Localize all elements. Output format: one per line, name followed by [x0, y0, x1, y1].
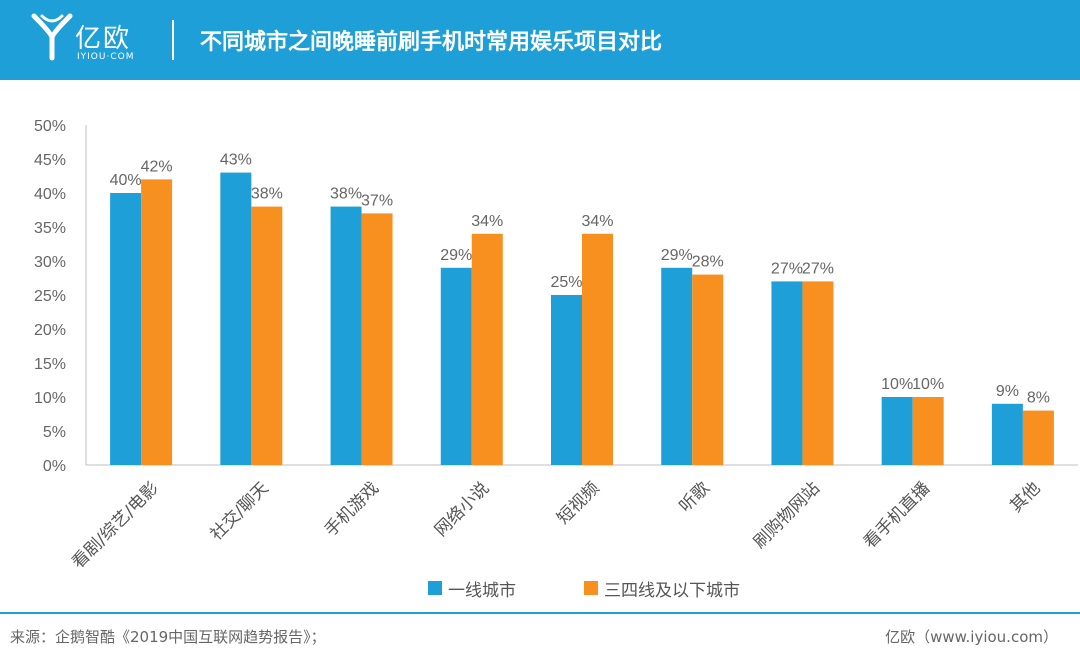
logo-domain: IYIOU·COM: [77, 52, 135, 62]
data-label: 40%: [110, 172, 142, 189]
bar-series-1: [661, 267, 693, 465]
data-label: 27%: [771, 260, 803, 277]
data-label: 28%: [692, 254, 724, 271]
data-label: 8%: [1027, 390, 1050, 407]
data-label: 29%: [440, 247, 472, 264]
bar-series-2: [912, 397, 944, 465]
x-tick-label: 看剧/综艺/电影: [68, 478, 162, 570]
y-tick-label: 15%: [34, 356, 66, 373]
x-tick-label: 手机游戏: [321, 478, 383, 540]
y-tick-label: 10%: [34, 390, 66, 407]
legend-item-series-2: 三四线及以下城市: [584, 576, 740, 601]
logo-text: 亿欧: [75, 24, 132, 54]
y-tick-label: 50%: [34, 118, 66, 135]
y-tick-label: 5%: [43, 424, 66, 441]
y-tick-label: 45%: [34, 152, 66, 169]
data-label: 29%: [661, 247, 693, 264]
bar-series-2: [251, 206, 283, 465]
header-bar: 亿欧 IYIOU·COM 不同城市之间晚睡前刷手机时常用娱乐项目对比: [0, 0, 1080, 80]
legend-swatch-series-1: [428, 581, 442, 595]
y-tick-label: 0%: [43, 458, 66, 475]
logo-mark-icon: [31, 13, 73, 61]
credit-note: 亿欧（www.iyiou.com）: [885, 628, 1058, 646]
data-label: 43%: [220, 152, 252, 169]
legend-label-series-1: 一线城市: [448, 580, 516, 601]
data-label: 38%: [330, 186, 362, 203]
data-label: 38%: [251, 186, 283, 203]
x-tick-label: 网络小说: [431, 478, 493, 540]
header-divider: [172, 20, 174, 60]
bar-series-2: [361, 213, 393, 465]
source-note: 来源：企鹅智酷《2019中国互联网趋势报告》；: [10, 628, 326, 646]
x-tick-label: 听歌: [676, 478, 714, 516]
data-label: 34%: [471, 213, 503, 230]
data-label: 27%: [802, 260, 834, 277]
bar-series-2: [802, 281, 834, 465]
y-tick-label: 25%: [34, 288, 66, 305]
y-tick-label: 40%: [34, 186, 66, 203]
legend-swatch-series-2: [584, 581, 598, 595]
page-title: 不同城市之间晚睡前刷手机时常用娱乐项目对比: [200, 30, 663, 55]
bar-series-2: [692, 274, 724, 465]
data-label: 10%: [881, 376, 913, 393]
bar-series-2: [582, 233, 613, 465]
y-tick-label: 20%: [34, 322, 66, 339]
bar-chart: 0%5%10%15%20%25%30%35%40%45%50%40%42%看剧/…: [34, 118, 1078, 570]
data-label: 37%: [361, 192, 393, 209]
bar-series-1: [330, 206, 362, 465]
bar-series-1: [440, 267, 472, 465]
x-tick-label: 其他: [1006, 478, 1044, 516]
data-label: 9%: [996, 383, 1019, 400]
bar-series-1: [220, 172, 252, 465]
chart-legend: 一线城市 三四线及以下城市: [0, 576, 1080, 601]
legend-label-series-2: 三四线及以下城市: [604, 580, 740, 601]
data-label: 25%: [550, 274, 582, 291]
footer-divider: [0, 612, 1080, 614]
data-label: 42%: [141, 158, 173, 175]
legend-item-series-1: 一线城市: [428, 576, 516, 601]
x-tick-label: 短视频: [553, 478, 603, 528]
iyiou-logo[interactable]: 亿欧 IYIOU·COM: [30, 12, 150, 68]
bar-series-2: [1022, 410, 1054, 465]
x-tick-label: 看手机直播: [860, 478, 934, 552]
bar-series-1: [881, 397, 913, 465]
bar-series-1: [110, 193, 142, 465]
y-tick-label: 30%: [34, 254, 66, 271]
bar-series-2: [471, 233, 503, 465]
bar-series-2: [141, 179, 173, 465]
bar-series-1: [551, 295, 582, 465]
x-tick-label: 刷购物网站: [750, 478, 824, 552]
data-label: 34%: [581, 213, 613, 230]
bar-series-1: [771, 281, 803, 465]
x-tick-label: 社交/聊天: [207, 478, 273, 544]
data-label: 10%: [912, 376, 944, 393]
bar-series-1: [991, 403, 1023, 465]
y-tick-label: 35%: [34, 220, 66, 237]
